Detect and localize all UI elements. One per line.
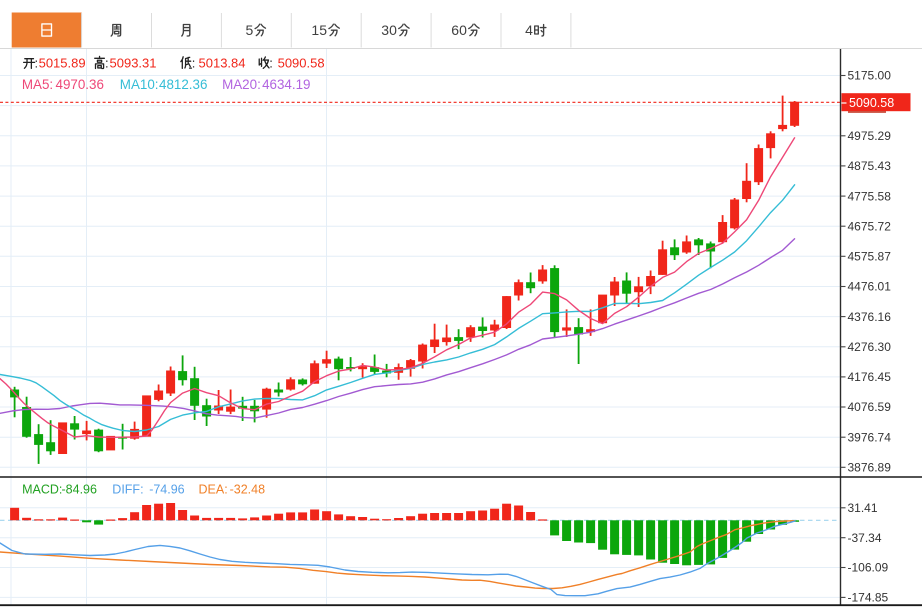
svg-text:5015.89: 5015.89 xyxy=(39,56,86,71)
svg-text:MA20:: MA20: xyxy=(222,77,261,92)
svg-text:4970.36: 4970.36 xyxy=(56,77,104,92)
svg-text:0: 0 xyxy=(459,22,467,38)
svg-text:4376.16: 4376.16 xyxy=(848,310,892,324)
svg-text:-174.85: -174.85 xyxy=(848,591,889,605)
svg-text::: : xyxy=(105,56,109,71)
svg-text:DIFF:: DIFF: xyxy=(112,483,143,497)
svg-text:1: 1 xyxy=(311,22,319,38)
svg-text:4476.01: 4476.01 xyxy=(848,280,892,294)
svg-text:4675.72: 4675.72 xyxy=(848,219,892,233)
svg-text:MACD:: MACD: xyxy=(22,483,62,497)
svg-text:5013.84: 5013.84 xyxy=(199,56,246,71)
svg-text:MA10:: MA10: xyxy=(120,77,159,92)
svg-text:DEA:: DEA: xyxy=(199,483,228,497)
svg-text:3876.89: 3876.89 xyxy=(848,461,892,475)
svg-text:5: 5 xyxy=(246,22,254,38)
svg-text:4975.29: 4975.29 xyxy=(848,129,892,143)
svg-text:5093.31: 5093.31 xyxy=(110,56,157,71)
svg-text:5175.00: 5175.00 xyxy=(848,69,892,83)
svg-text::: : xyxy=(269,56,273,71)
svg-text:4176.45: 4176.45 xyxy=(848,370,892,384)
svg-text:3: 3 xyxy=(381,22,389,38)
svg-text:-37.34: -37.34 xyxy=(848,531,882,545)
svg-text:5090.58: 5090.58 xyxy=(849,96,894,110)
svg-text::: : xyxy=(192,56,196,71)
svg-text:4276.30: 4276.30 xyxy=(848,340,892,354)
svg-text:MA5:: MA5: xyxy=(22,77,53,92)
svg-text:4634.19: 4634.19 xyxy=(262,77,310,92)
svg-text:4812.36: 4812.36 xyxy=(159,77,207,92)
svg-text:31.41: 31.41 xyxy=(848,501,878,515)
svg-text:5090.58: 5090.58 xyxy=(278,56,325,71)
svg-text:-106.09: -106.09 xyxy=(848,561,889,575)
svg-text:6: 6 xyxy=(451,22,459,38)
svg-text:4076.59: 4076.59 xyxy=(848,400,892,414)
svg-text::: : xyxy=(35,56,39,71)
svg-text:4: 4 xyxy=(525,22,533,38)
svg-text:3976.74: 3976.74 xyxy=(848,430,892,444)
svg-text:-74.96: -74.96 xyxy=(149,483,184,497)
svg-text:4875.43: 4875.43 xyxy=(848,159,892,173)
svg-text:5: 5 xyxy=(319,22,327,38)
svg-text:4775.58: 4775.58 xyxy=(848,189,892,203)
svg-text:0: 0 xyxy=(389,22,397,38)
svg-text:-84.96: -84.96 xyxy=(62,483,97,497)
svg-text:4575.87: 4575.87 xyxy=(848,250,892,264)
svg-text:-32.48: -32.48 xyxy=(230,483,265,497)
